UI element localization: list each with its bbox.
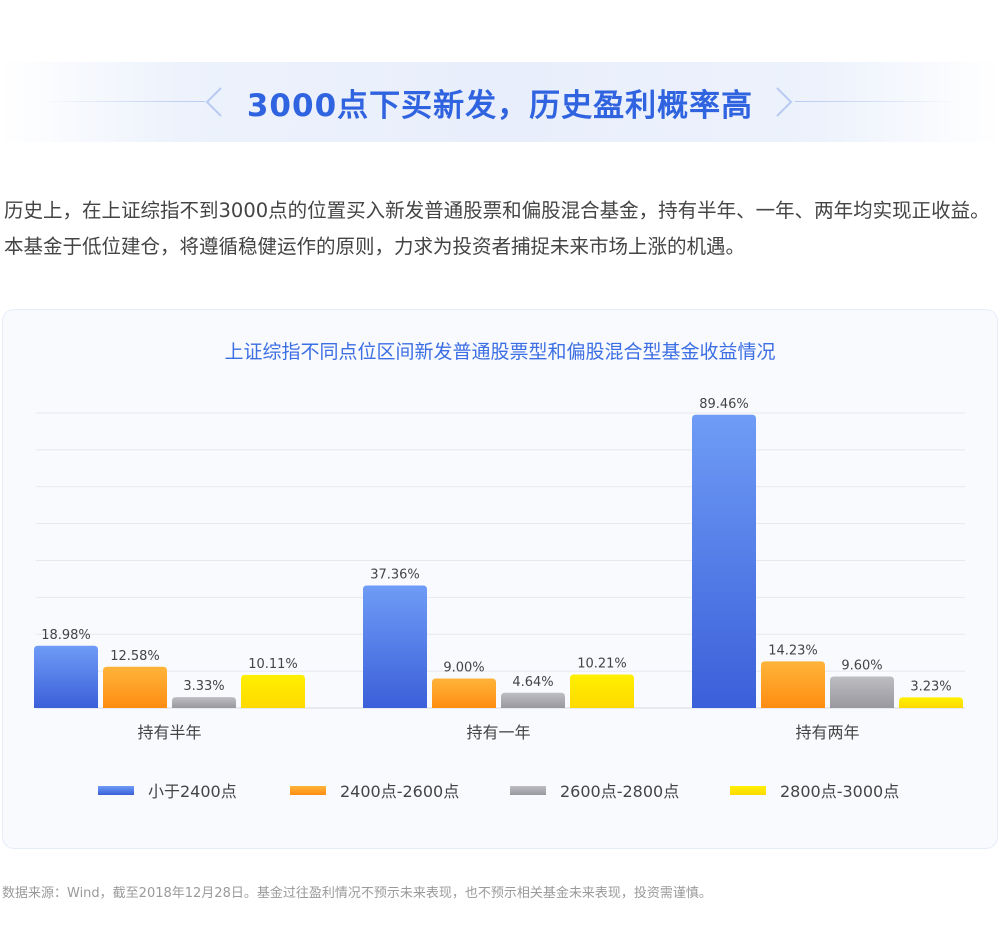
chart-legend: 小于2400点 2400点-2600点 2600点-2800点 2800点-30… <box>0 777 1000 803</box>
legend-item-2600-2800: 2600点-2800点 <box>510 777 679 803</box>
bar <box>103 666 167 708</box>
chart-card <box>2 309 998 849</box>
banner-divider-left <box>40 101 205 102</box>
chevron-left-icon <box>205 87 222 117</box>
data-label: 10.11% <box>248 657 298 672</box>
legend-item-2400-2600: 2400点-2600点 <box>290 777 459 803</box>
data-label: 14.23% <box>768 643 818 658</box>
data-labels: 18.98% 12.58% 3.33% 10.11% 37.36% 9.00% 4.64% 1… <box>41 397 951 695</box>
bar-chart: 18.98% 12.58% 3.33% 10.11% 37.36% 9.00% 4.64% 1… <box>34 397 965 742</box>
bar <box>692 414 756 708</box>
legend-swatch <box>98 785 134 795</box>
data-label: 18.98% <box>41 628 91 643</box>
legend-label: 2800点-3000点 <box>780 782 900 801</box>
data-label: 3.33% <box>183 679 224 694</box>
bars <box>34 414 963 708</box>
bar <box>501 692 565 708</box>
bar <box>172 697 236 708</box>
legend-label: 2600点-2800点 <box>560 782 680 801</box>
category-label: 持有半年 <box>137 723 201 742</box>
grid-lines <box>36 412 965 709</box>
legend-label: 小于2400点 <box>148 782 237 801</box>
legend-swatch <box>290 785 326 795</box>
bar <box>363 585 427 708</box>
data-label: 9.00% <box>443 661 484 676</box>
intro-paragraph: 历史上，在上证综指不到3000点的位置买入新发普通股票和偏股混合基金，持有半年、… <box>4 199 990 258</box>
category-labels: 持有半年 持有一年 持有两年 <box>137 723 859 742</box>
data-label: 3.23% <box>910 679 951 694</box>
chevron-right-icon <box>776 87 793 117</box>
bar <box>570 674 634 708</box>
data-label: 10.21% <box>577 657 627 672</box>
page-title: 3000点下买新发，历史盈利概率高 <box>246 88 754 124</box>
category-label: 持有两年 <box>795 723 859 742</box>
bar <box>241 674 305 708</box>
bar <box>830 676 894 708</box>
data-label: 4.64% <box>512 675 553 690</box>
data-label: 9.60% <box>841 659 882 674</box>
banner-divider-right <box>795 101 960 102</box>
bar <box>761 661 825 708</box>
bar <box>899 697 963 708</box>
data-label: 89.46% <box>699 397 749 412</box>
data-label: 37.36% <box>370 568 420 583</box>
bar <box>34 645 98 708</box>
source-note: 数据来源：Wind，截至2018年12月28日。基金过往盈利情况不预示未来表现，… <box>2 886 712 901</box>
bar <box>432 678 496 708</box>
legend-label: 2400点-2600点 <box>340 782 460 801</box>
title-banner: 3000点下买新发，历史盈利概率高 <box>0 62 1000 142</box>
legend-swatch <box>730 785 766 795</box>
category-label: 持有一年 <box>466 723 530 742</box>
legend-item-2800-3000: 2800点-3000点 <box>730 777 899 803</box>
data-label: 12.58% <box>110 649 160 664</box>
legend-swatch <box>510 785 546 795</box>
legend-item-lt2400: 小于2400点 <box>98 777 237 803</box>
chart-title: 上证综指不同点位区间新发普通股票型和偏股混合型基金收益情况 <box>224 341 776 363</box>
